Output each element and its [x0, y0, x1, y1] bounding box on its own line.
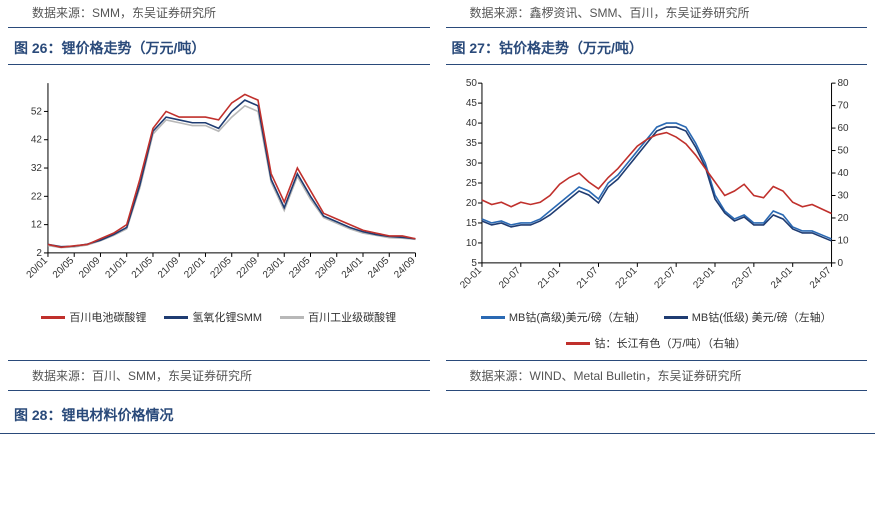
- svg-text:42: 42: [31, 135, 43, 146]
- svg-text:21-07: 21-07: [574, 265, 600, 291]
- svg-text:20: 20: [837, 213, 849, 224]
- svg-text:32: 32: [31, 163, 43, 174]
- svg-text:23/05: 23/05: [287, 255, 313, 281]
- svg-text:24-01: 24-01: [769, 265, 795, 291]
- fig-title-row: 图 26：锂价格走势（万元/吨） 图 27：钴价格走势（万元/吨）: [0, 28, 875, 65]
- fig27-source: 数据来源：WIND、Metal Bulletin，东吴证券研究所: [446, 360, 868, 391]
- svg-text:22-07: 22-07: [652, 265, 678, 291]
- charts-row: 2122232425220/0120/0520/0921/0121/0521/0…: [0, 65, 875, 360]
- svg-text:21-01: 21-01: [535, 265, 561, 291]
- svg-text:20-01: 20-01: [458, 265, 484, 291]
- svg-text:40: 40: [465, 118, 477, 129]
- svg-text:22: 22: [31, 191, 43, 202]
- svg-text:25: 25: [465, 178, 477, 189]
- fig28-title: 图 28：锂电材料价格情况: [0, 391, 875, 434]
- svg-text:23/09: 23/09: [313, 255, 339, 281]
- legend-item: MB钴(低级) 美元/磅（左轴）: [664, 309, 832, 325]
- svg-text:20/09: 20/09: [77, 255, 103, 281]
- svg-text:0: 0: [837, 258, 843, 269]
- svg-text:45: 45: [465, 98, 477, 109]
- legend-item: MB钴(高级)美元/磅（左轴）: [481, 309, 646, 325]
- svg-text:22/01: 22/01: [182, 255, 208, 281]
- fig27-title: 图 27：钴价格走势（万元/吨）: [446, 28, 868, 65]
- legend-item: 钴：长江有色（万/吨）（右轴）: [566, 335, 746, 351]
- legend-item: 百川电池碳酸锂: [41, 309, 146, 325]
- legend-item: 氢氧化锂SMM: [164, 309, 262, 325]
- svg-text:10: 10: [837, 235, 849, 246]
- svg-text:22/05: 22/05: [208, 255, 234, 281]
- svg-text:24-07: 24-07: [807, 265, 833, 291]
- top-source-row: 数据来源：SMM，东吴证券研究所 数据来源：鑫椤资讯、SMM、百川，东吴证券研究…: [0, 0, 875, 28]
- fig26-chart: 2122232425220/0120/0520/0921/0121/0521/0…: [8, 65, 430, 360]
- svg-text:30: 30: [837, 190, 849, 201]
- source-right-top: 数据来源：鑫椤资讯、SMM、百川，东吴证券研究所: [446, 0, 868, 28]
- svg-text:52: 52: [31, 106, 43, 117]
- fig26-legend: 百川电池碳酸锂 氢氧化锂SMM 百川工业级碳酸锂: [14, 305, 424, 331]
- svg-text:40: 40: [837, 168, 849, 179]
- svg-text:22-01: 22-01: [613, 265, 639, 291]
- svg-text:15: 15: [465, 218, 477, 229]
- fig27-chart: 51015202530354045500102030405060708020-0…: [446, 65, 868, 360]
- fig26-title: 图 26：锂价格走势（万元/吨）: [8, 28, 430, 65]
- source-left-top: 数据来源：SMM，东吴证券研究所: [8, 0, 430, 28]
- svg-text:21/05: 21/05: [130, 255, 156, 281]
- svg-text:50: 50: [837, 146, 849, 157]
- fig26-svg: 2122232425220/0120/0520/0921/0121/0521/0…: [14, 75, 424, 305]
- svg-text:20/05: 20/05: [51, 255, 77, 281]
- svg-text:10: 10: [465, 238, 477, 249]
- svg-text:24/09: 24/09: [392, 255, 418, 281]
- svg-text:21/01: 21/01: [103, 255, 129, 281]
- svg-text:23/01: 23/01: [261, 255, 287, 281]
- fig27-legend: MB钴(高级)美元/磅（左轴） MB钴(低级) 美元/磅（左轴） 钴：长江有色（万/…: [452, 305, 862, 357]
- svg-text:30: 30: [465, 158, 477, 169]
- fig27-svg: 51015202530354045500102030405060708020-0…: [452, 75, 862, 305]
- svg-text:35: 35: [465, 138, 477, 149]
- svg-text:20/01: 20/01: [25, 255, 51, 281]
- legend-item: 百川工业级碳酸锂: [280, 309, 396, 325]
- svg-text:23-01: 23-01: [691, 265, 717, 291]
- svg-text:50: 50: [465, 78, 477, 89]
- svg-text:60: 60: [837, 123, 849, 134]
- svg-text:20: 20: [465, 198, 477, 209]
- fig26-source: 数据来源：百川、SMM，东吴证券研究所: [8, 360, 430, 391]
- svg-text:12: 12: [31, 220, 43, 231]
- svg-text:24/01: 24/01: [340, 255, 366, 281]
- svg-text:24/05: 24/05: [366, 255, 392, 281]
- svg-text:20-07: 20-07: [497, 265, 523, 291]
- bottom-source-row: 数据来源：百川、SMM，东吴证券研究所 数据来源：WIND、Metal Bull…: [0, 360, 875, 391]
- svg-text:23-07: 23-07: [730, 265, 756, 291]
- svg-text:22/09: 22/09: [235, 255, 261, 281]
- svg-text:80: 80: [837, 78, 849, 89]
- svg-text:21/09: 21/09: [156, 255, 182, 281]
- svg-text:70: 70: [837, 101, 849, 112]
